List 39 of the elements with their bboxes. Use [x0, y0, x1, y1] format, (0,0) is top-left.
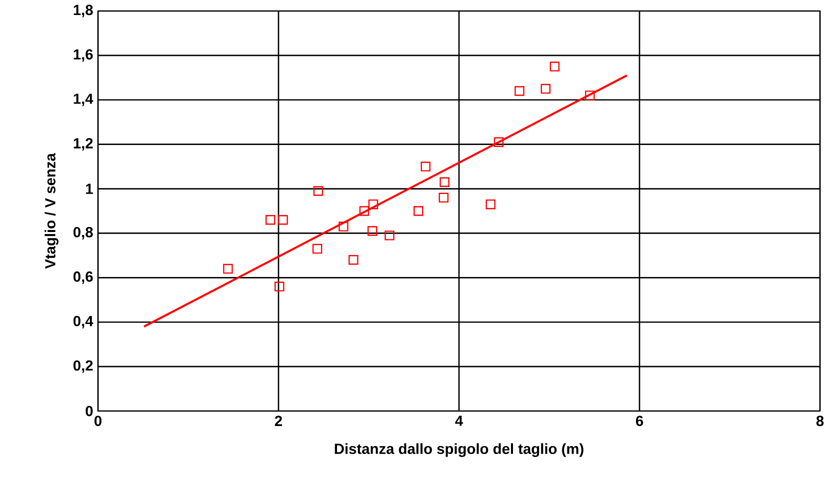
point — [494, 137, 504, 147]
point — [540, 84, 551, 94]
y-tick-label: 0,6 — [73, 271, 93, 284]
point — [368, 199, 378, 210]
x-axis-title: Distanza dallo spigolo del taglio (m) — [334, 443, 584, 457]
point — [223, 264, 233, 274]
point — [384, 230, 394, 240]
point — [514, 86, 524, 96]
point — [585, 90, 595, 100]
point — [414, 206, 424, 216]
y-tick-label: 0,8 — [73, 226, 93, 240]
point — [278, 215, 288, 225]
y-tick-label: 1,6 — [74, 49, 93, 62]
point — [338, 222, 348, 232]
point — [367, 226, 378, 236]
y-tick-label: 0 — [86, 406, 93, 416]
y-tick-label: 0,4 — [73, 316, 94, 328]
y-tick-label: 1 — [86, 184, 93, 194]
y-tick-label: 1,4 — [74, 94, 94, 106]
y-tick-label: 1,8 — [74, 4, 93, 18]
point — [274, 282, 284, 292]
y-tick-label: 1,2 — [74, 138, 93, 151]
point — [438, 192, 449, 203]
point — [486, 199, 496, 210]
point — [266, 215, 276, 225]
x-tick-label: 0 — [94, 416, 102, 426]
point — [359, 206, 370, 216]
x-tick-label: 8 — [816, 416, 824, 426]
y-tick-label: 0,2 — [73, 360, 93, 373]
point — [313, 186, 324, 196]
y-axis-title: Vtaglio / V senza — [44, 153, 58, 269]
x-tick-label: 6 — [636, 416, 644, 426]
point — [440, 177, 450, 187]
x-tick-label: 2 — [274, 416, 282, 426]
point — [348, 255, 358, 265]
point — [550, 62, 560, 72]
point — [312, 244, 322, 254]
point — [420, 162, 430, 172]
x-tick-label: 4 — [455, 416, 463, 426]
